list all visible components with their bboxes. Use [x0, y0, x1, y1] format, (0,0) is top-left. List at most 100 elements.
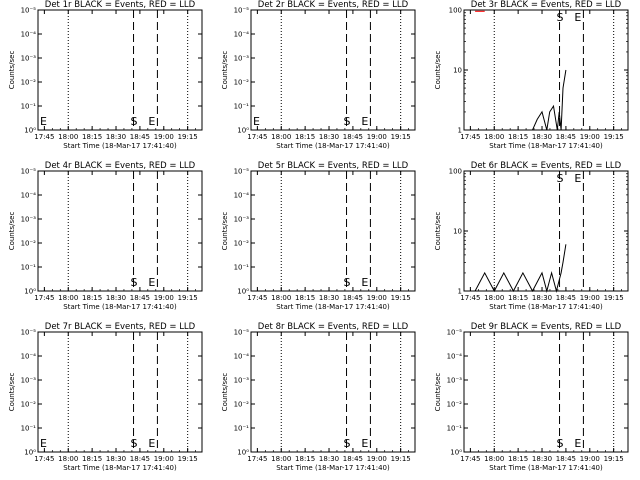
x-tick-label: 18:30 [319, 133, 339, 141]
plot-frame [463, 331, 629, 453]
y-tick-label: 10⁻⁴ [447, 353, 463, 361]
x-tick-label: 18:00 [484, 455, 504, 463]
marker-e: E [361, 276, 368, 289]
y-tick-label: 10⁰ [24, 288, 36, 296]
y-tick-label: 10⁻⁵ [21, 168, 37, 176]
x-tick-label: 19:00 [367, 294, 387, 302]
plot-frame [463, 170, 629, 292]
marker-e: E [253, 115, 260, 128]
plot-panel-6: Det 6r BLACK = Events, RED = LLD 17:45 18:… [434, 161, 629, 311]
x-tick-label: 18:15 [82, 133, 102, 141]
y-tick-label: 10⁻³ [21, 55, 37, 63]
marker-e: E [148, 276, 155, 289]
y-axis-label: Counts/sec [434, 373, 442, 412]
x-tick-label: 18:00 [58, 455, 78, 463]
x-tick-label: 18:15 [508, 455, 528, 463]
x-tick-label: 18:30 [532, 455, 552, 463]
plot-panel-1: Det 1r BLACK = Events, RED = LLD 17:45 18:… [8, 0, 203, 150]
y-tick-label: 10⁻³ [234, 216, 250, 224]
x-tick-label: 17:45 [34, 294, 54, 302]
plot-panel-5: Det 5r BLACK = Events, RED = LLD 17:45 18:… [221, 161, 416, 311]
plot-frame [37, 9, 203, 131]
x-tick-label: 18:45 [556, 294, 576, 302]
x-tick-label: 18:30 [319, 455, 339, 463]
y-tick-label: 10⁻² [21, 401, 37, 409]
x-tick-label: 18:45 [556, 455, 576, 463]
y-tick-label: 10⁻⁵ [234, 329, 250, 337]
y-tick-label: 10⁻² [21, 240, 37, 248]
y-tick-label: 10⁻³ [447, 377, 463, 385]
y-tick-label: 10⁻¹ [234, 264, 250, 272]
y-tick-label: 10⁰ [24, 449, 36, 457]
y-tick-label: 1 [458, 288, 462, 296]
x-tick-label: 18:45 [130, 133, 150, 141]
y-axis-label: Counts/sec [221, 212, 229, 251]
y-tick-label: 10⁰ [24, 127, 36, 135]
plot-title: Det 6r BLACK = Events, RED = LLD [471, 161, 622, 171]
y-tick-label: 10⁻⁵ [234, 7, 250, 15]
x-tick-label: 18:30 [319, 294, 339, 302]
x-tick-label: 19:15 [604, 133, 624, 141]
x-axis-label: Start Time (18-Mar-17 17:41:40) [63, 142, 177, 150]
x-tick-label: 18:15 [295, 294, 315, 302]
x-tick-label: 18:15 [82, 294, 102, 302]
y-tick-label: 10⁻⁴ [21, 192, 37, 200]
y-tick-label: 10⁻³ [234, 377, 250, 385]
x-tick-label: 18:30 [532, 133, 552, 141]
marker-e: E [148, 437, 155, 450]
x-tick-label: 19:00 [367, 455, 387, 463]
x-tick-label: 19:15 [604, 294, 624, 302]
x-tick-label: 18:45 [130, 294, 150, 302]
x-axis-label: Start Time (18-Mar-17 17:41:40) [63, 464, 177, 472]
x-tick-label: 17:45 [247, 133, 267, 141]
plot-frame [37, 170, 203, 292]
plot-title: Det 2r BLACK = Events, RED = LLD [258, 0, 409, 10]
y-tick-label: 100 [449, 168, 462, 176]
y-tick-label: 10⁻⁴ [234, 31, 250, 39]
marker-e: E [574, 172, 581, 185]
y-tick-label: 100 [449, 7, 462, 15]
y-tick-label: 10⁻⁴ [21, 353, 37, 361]
y-tick-label: 10⁰ [237, 288, 249, 296]
x-tick-label: 17:45 [34, 455, 54, 463]
x-tick-label: 18:30 [106, 455, 126, 463]
plot-panel-4: Det 4r BLACK = Events, RED = LLD 17:45 18:… [8, 161, 203, 311]
y-tick-label: 10⁻² [21, 79, 37, 87]
x-axis-label: Start Time (18-Mar-17 17:41:40) [489, 142, 603, 150]
x-tick-label: 17:45 [247, 455, 267, 463]
x-tick-label: 19:15 [391, 133, 411, 141]
plot-frame [250, 331, 416, 453]
x-tick-label: 19:15 [391, 455, 411, 463]
y-tick-label: 10⁻³ [21, 377, 37, 385]
series-line-1 [532, 69, 567, 131]
x-tick-label: 19:15 [178, 455, 198, 463]
plot-frame [37, 331, 203, 453]
x-tick-label: 19:00 [154, 133, 174, 141]
marker-s: S [344, 276, 351, 289]
x-tick-label: 19:00 [154, 455, 174, 463]
plot-panel-8: Det 8r BLACK = Events, RED = LLD 17:45 18:… [221, 322, 416, 472]
marker-e: E [40, 115, 47, 128]
x-axis-label: Start Time (18-Mar-17 17:41:40) [276, 303, 390, 311]
marker-s: S [557, 172, 564, 185]
y-tick-label: 10⁻⁴ [234, 192, 250, 200]
x-tick-label: 19:00 [580, 294, 600, 302]
x-tick-label: 18:30 [532, 294, 552, 302]
marker-s: S [131, 115, 138, 128]
x-tick-label: 19:15 [604, 455, 624, 463]
x-tick-label: 18:15 [82, 455, 102, 463]
y-tick-label: 10⁰ [450, 449, 462, 457]
marker-e: E [361, 115, 368, 128]
y-tick-label: 10⁰ [237, 127, 249, 135]
y-tick-label: 10⁻² [234, 79, 250, 87]
x-tick-label: 18:00 [271, 294, 291, 302]
x-tick-label: 18:45 [556, 133, 576, 141]
plot-title: Det 5r BLACK = Events, RED = LLD [258, 161, 409, 171]
x-tick-label: 18:00 [271, 133, 291, 141]
x-tick-label: 18:00 [271, 455, 291, 463]
y-axis-label: Counts/sec [8, 373, 16, 412]
x-tick-label: 17:45 [460, 294, 480, 302]
x-tick-label: 18:15 [508, 133, 528, 141]
plot-title: Det 9r BLACK = Events, RED = LLD [471, 322, 622, 332]
